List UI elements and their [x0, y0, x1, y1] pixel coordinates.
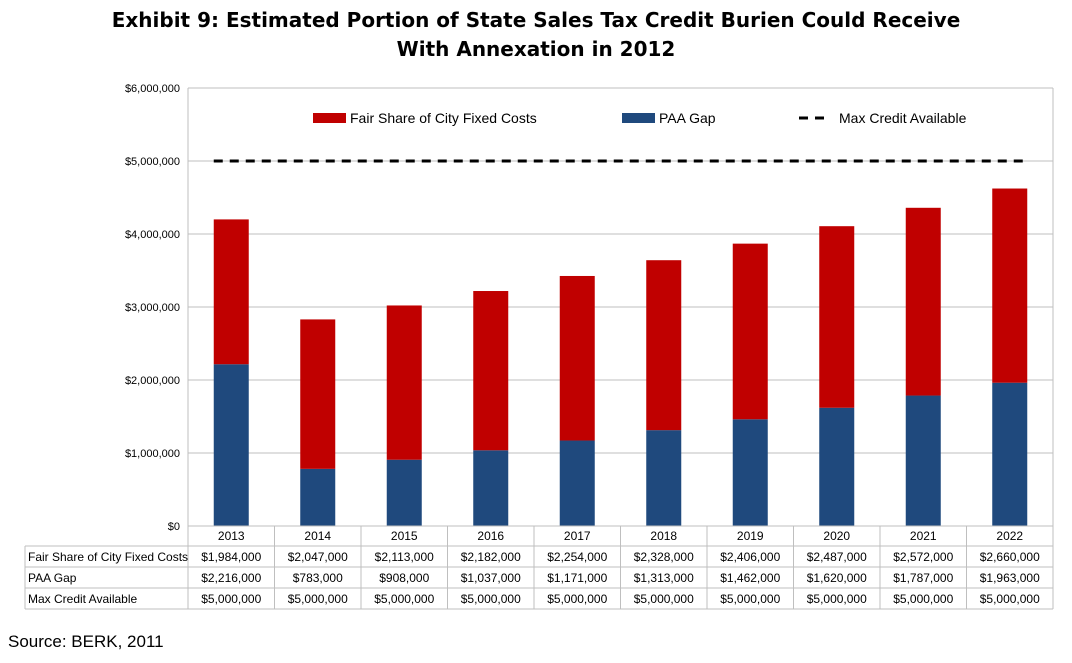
legend-label: PAA Gap	[659, 110, 716, 126]
table-cell-value: $2,047,000	[288, 550, 348, 564]
table-cell-value: $5,000,000	[634, 592, 694, 606]
table-cell-value: $2,406,000	[720, 550, 780, 564]
table-cell-value: $1,313,000	[634, 571, 694, 585]
x-tick-label: 2021	[910, 529, 937, 543]
bar-paa-gap	[213, 364, 249, 526]
x-tick-label: 2016	[477, 529, 504, 543]
table-cell-value: $1,963,000	[980, 571, 1040, 585]
table-cell-value: $5,000,000	[201, 592, 261, 606]
table-cell-value: $1,620,000	[807, 571, 867, 585]
bar-paa-gap	[905, 395, 941, 526]
data-table: 2013 2014 2015 2016 2017 2018 2019 2020 2021 2022…	[24, 525, 1054, 610]
x-tick-label: 2022	[996, 529, 1023, 543]
table-row-label: PAA Gap	[28, 571, 77, 585]
y-tick-label: $2,000,000	[125, 375, 180, 387]
bar-fair-share	[386, 305, 422, 460]
y-tick-label: $5,000,000	[125, 156, 180, 168]
bar-paa-gap	[300, 468, 336, 526]
table-cell-value: $5,000,000	[980, 592, 1040, 606]
table-cell-value: $5,000,000	[893, 592, 953, 606]
x-tick-label: 2019	[737, 529, 764, 543]
table-row-label: Max Credit Available	[28, 592, 137, 606]
x-tick-label: 2020	[823, 529, 850, 543]
table-cell-value: $5,000,000	[288, 592, 348, 606]
bar-paa-gap	[819, 407, 855, 526]
y-tick-label: $6,000,000	[125, 83, 180, 95]
x-tick-label: 2018	[650, 529, 677, 543]
legend: Fair Share of City Fixed Costs PAA Gap Max…	[313, 110, 967, 126]
bar-fair-share	[473, 291, 509, 451]
table-cell-value: $783,000	[293, 571, 343, 585]
stacked-bar-chart: $0 $1,000,000 $2,000,000 $3,000,000 $4,000,0…	[24, 83, 1054, 610]
y-axis-tick-labels: $0 $1,000,000 $2,000,000 $3,000,000 $4,000,0…	[125, 83, 180, 533]
bars	[213, 188, 1028, 526]
bar-paa-gap	[992, 382, 1028, 526]
y-tick-label: $1,000,000	[125, 448, 180, 460]
x-tick-label: 2017	[564, 529, 591, 543]
x-tick-label: 2013	[218, 529, 245, 543]
bar-paa-gap	[386, 459, 422, 526]
legend-swatch	[313, 113, 346, 123]
y-tick-label: $3,000,000	[125, 302, 180, 314]
legend-swatch	[622, 113, 655, 123]
table-cell-value: $2,660,000	[980, 550, 1040, 564]
chart-title-line2: With Annexation in 2012	[396, 37, 676, 61]
bar-paa-gap	[559, 440, 595, 526]
chart-title: Exhibit 9: Estimated Portion of State Sa…	[0, 6, 1072, 64]
table-cell-value: $2,572,000	[893, 550, 953, 564]
y-tick-label: $4,000,000	[125, 229, 180, 241]
bar-fair-share	[992, 188, 1028, 383]
table-cell-value: $2,182,000	[461, 550, 521, 564]
table-cell-value: $1,984,000	[201, 550, 261, 564]
bar-fair-share	[213, 219, 249, 365]
table-cell-value: $5,000,000	[374, 592, 434, 606]
table-cell-value: $1,171,000	[547, 571, 607, 585]
table-cell-value: $5,000,000	[720, 592, 780, 606]
table-cell-value: $2,216,000	[201, 571, 261, 585]
bar-fair-share	[646, 260, 682, 431]
legend-label: Fair Share of City Fixed Costs	[350, 110, 537, 126]
table-cell-value: $5,000,000	[547, 592, 607, 606]
bar-paa-gap	[732, 419, 768, 526]
table-cell-value: $2,328,000	[634, 550, 694, 564]
table-row-label: Fair Share of City Fixed Costs	[28, 550, 188, 564]
table-cell-value: $2,113,000	[375, 550, 434, 564]
legend-label: Max Credit Available	[839, 110, 967, 126]
table-cell-value: $2,487,000	[807, 550, 867, 564]
x-tick-label: 2015	[391, 529, 418, 543]
table-cell-value: $1,787,000	[893, 571, 953, 585]
table-cell-value: $5,000,000	[461, 592, 521, 606]
bar-paa-gap	[473, 450, 509, 526]
table-cell-value: $1,037,000	[461, 571, 521, 585]
table-cell-value: $1,462,000	[720, 571, 780, 585]
table-cell-value: $5,000,000	[807, 592, 867, 606]
y-tick-label: $0	[168, 521, 180, 533]
bar-paa-gap	[646, 430, 682, 526]
bar-fair-share	[732, 243, 768, 420]
x-tick-label: 2014	[304, 529, 331, 543]
source-note: Source: BERK, 2011	[8, 632, 164, 651]
table-cell-value: $2,254,000	[547, 550, 607, 564]
bar-fair-share	[559, 275, 595, 441]
bar-fair-share	[300, 319, 336, 469]
bar-fair-share	[905, 207, 941, 396]
bar-fair-share	[819, 226, 855, 408]
chart-title-line1: Exhibit 9: Estimated Portion of State Sa…	[111, 8, 961, 32]
table-cell-value: $908,000	[379, 571, 429, 585]
